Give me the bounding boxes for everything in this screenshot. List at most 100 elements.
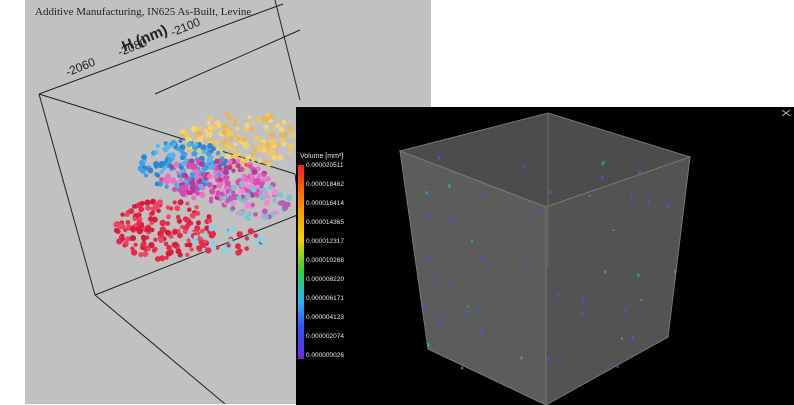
point	[186, 163, 193, 169]
point	[190, 125, 197, 132]
point	[124, 212, 130, 217]
point	[226, 144, 233, 151]
point	[159, 219, 166, 227]
pore-marker	[478, 307, 481, 311]
point	[228, 238, 233, 243]
point	[201, 144, 207, 150]
point	[117, 223, 124, 230]
point	[211, 123, 218, 130]
point	[235, 159, 241, 164]
point	[144, 199, 151, 206]
point	[277, 154, 284, 161]
point	[201, 232, 207, 238]
pore-marker	[499, 329, 502, 332]
point	[169, 141, 174, 146]
pore-marker	[585, 299, 588, 302]
point	[247, 211, 252, 217]
point	[151, 248, 157, 253]
point-cloud-plot	[38, 0, 302, 404]
point	[206, 157, 213, 164]
pore-marker	[448, 282, 451, 285]
point	[159, 177, 164, 182]
point	[199, 192, 206, 198]
point	[130, 235, 137, 242]
point	[191, 188, 196, 193]
point	[172, 200, 177, 205]
point	[199, 161, 205, 167]
pore-marker	[640, 298, 643, 301]
point	[281, 119, 287, 125]
pore-marker	[557, 292, 560, 296]
volume-render-panel: Volume [mm³] 0.000020511 0.000018462 0.0…	[296, 107, 794, 405]
point	[138, 252, 144, 258]
point	[255, 193, 260, 198]
box-edge	[38, 93, 96, 296]
pore-marker	[539, 209, 542, 213]
cube-right-face	[545, 156, 691, 405]
point	[159, 232, 164, 238]
point	[226, 243, 231, 248]
point	[220, 247, 227, 253]
pore-marker	[452, 226, 455, 229]
point	[182, 229, 188, 234]
point	[177, 232, 183, 239]
point	[215, 151, 221, 156]
point	[148, 242, 155, 249]
point	[174, 205, 181, 212]
point	[217, 177, 223, 183]
point	[196, 130, 203, 137]
point	[259, 237, 266, 244]
pore-marker	[640, 350, 643, 352]
point	[209, 188, 216, 195]
point	[253, 233, 258, 238]
point	[169, 152, 176, 159]
point	[261, 208, 268, 215]
point	[192, 238, 198, 245]
point	[146, 227, 151, 232]
point	[275, 123, 281, 128]
point	[183, 185, 189, 190]
point	[125, 220, 131, 225]
point	[287, 150, 292, 155]
box-edge	[94, 294, 226, 404]
point	[224, 112, 230, 117]
point	[267, 139, 272, 144]
point	[250, 186, 257, 193]
point	[132, 216, 137, 222]
point	[240, 182, 245, 187]
pore-marker	[427, 214, 430, 218]
point	[206, 120, 211, 126]
point	[195, 210, 201, 216]
box-edge	[274, 0, 301, 101]
point	[195, 231, 201, 236]
point	[223, 229, 229, 235]
point	[235, 126, 240, 132]
point	[194, 205, 199, 210]
point	[269, 114, 274, 120]
colorbar-label: 0.000010268	[306, 257, 344, 264]
point	[279, 132, 284, 137]
point	[227, 159, 233, 165]
point	[153, 163, 159, 169]
point	[147, 167, 154, 174]
pore-marker	[639, 169, 641, 174]
pore-marker	[450, 219, 453, 223]
point	[246, 216, 251, 221]
point	[155, 173, 161, 178]
point	[242, 137, 247, 142]
point	[179, 144, 186, 151]
point	[200, 228, 205, 234]
point	[268, 132, 275, 139]
point	[120, 236, 125, 242]
point	[288, 143, 295, 150]
pore-marker	[426, 163, 429, 167]
pore-marker	[604, 270, 607, 274]
point	[214, 140, 220, 146]
pore-marker	[581, 311, 584, 316]
point	[178, 139, 183, 143]
close-icon[interactable]	[782, 110, 790, 116]
point	[270, 139, 276, 145]
pore-marker	[471, 240, 473, 243]
point	[255, 117, 262, 123]
point	[131, 204, 137, 209]
